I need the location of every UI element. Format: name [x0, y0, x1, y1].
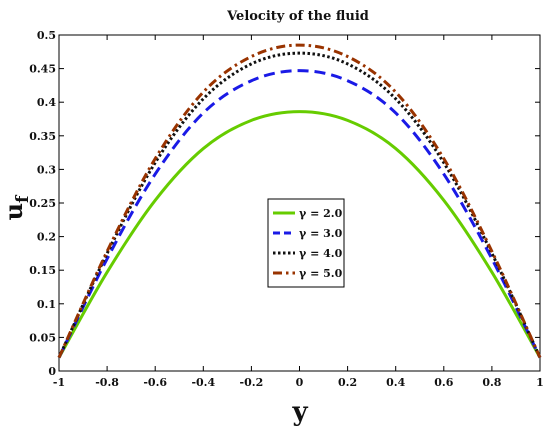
y-tick-label: 0.45	[29, 63, 56, 76]
legend-label: γ = 2.0	[299, 207, 343, 220]
x-tick-label: 1	[536, 376, 544, 389]
y-tick-label: 0.4	[37, 96, 56, 109]
series-line-2	[57, 69, 542, 359]
y-axis-label: uf	[0, 194, 33, 220]
x-tick-label: -0.2	[240, 376, 264, 389]
x-tick-label: -1	[53, 376, 65, 389]
x-tick-label: 0.4	[386, 376, 405, 389]
series-line-4	[57, 43, 542, 359]
y-tick-label: 0.2	[37, 231, 56, 244]
y-tick-label: 0.15	[29, 264, 56, 277]
x-tick-label: 0.6	[434, 376, 453, 389]
chart-title: Velocity of the fluid	[226, 9, 369, 24]
x-tick-label: -0.4	[191, 376, 215, 389]
y-tick-label: 0.1	[37, 298, 56, 311]
y-tick-label: 0.05	[29, 331, 56, 344]
x-tick-label: -0.6	[143, 376, 167, 389]
y-axis-ticks: 0 0.05 0.1 0.15 0.2 0.25 0.3 0.35 0.4 0.45 0.5	[29, 29, 540, 378]
x-tick-label: 0.8	[482, 376, 501, 389]
legend-label: γ = 5.0	[299, 267, 343, 280]
legend-label: γ = 4.0	[299, 247, 343, 260]
svg-text:uf: uf	[0, 194, 33, 220]
x-axis-label: y	[291, 397, 308, 427]
y-axis-label-subscript: f	[13, 194, 33, 203]
y-axis-label-main: u	[0, 203, 28, 220]
x-axis-ticks: -1 -0.8 -0.6 -0.4 -0.2 0 0.2 0.4 0.6 0.8 1	[53, 35, 544, 389]
y-tick-label: 0	[48, 365, 56, 378]
legend-label: γ = 3.0	[299, 227, 343, 240]
x-tick-label: -0.8	[95, 376, 119, 389]
x-tick-label: 0.2	[338, 376, 357, 389]
y-tick-label: 0.35	[29, 130, 56, 143]
x-tick-label: 0	[296, 376, 304, 389]
y-tick-label: 0.5	[37, 29, 56, 42]
series-lines	[57, 43, 542, 359]
legend: γ = 2.0 γ = 3.0 γ = 4.0 γ = 5.0	[267, 198, 345, 288]
y-tick-label: 0.25	[29, 197, 56, 210]
series-line-1	[57, 110, 542, 359]
y-tick-label: 0.3	[37, 163, 56, 176]
